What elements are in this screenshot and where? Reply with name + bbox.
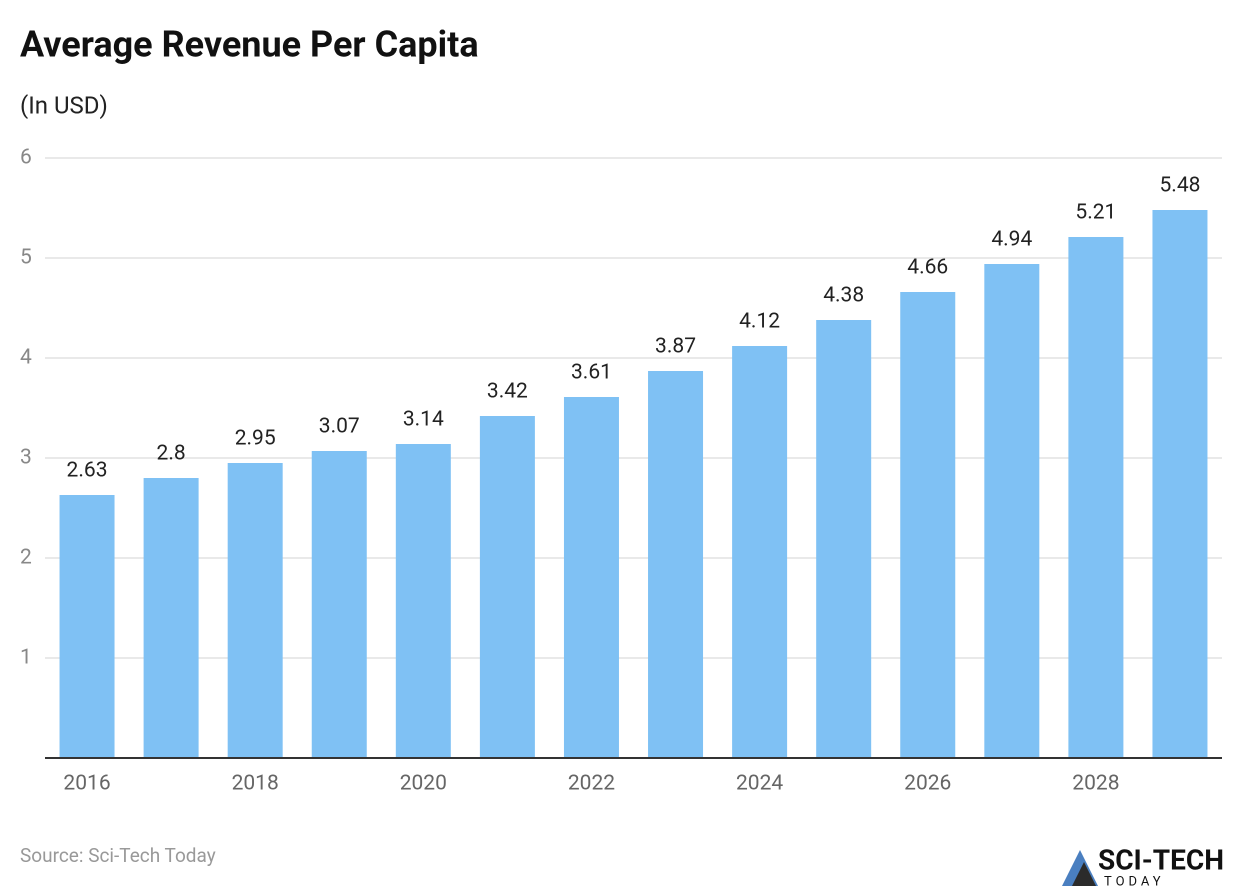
chart-title: Average Revenue Per Capita — [20, 24, 479, 66]
bar — [563, 397, 619, 758]
y-tick-label: 6 — [20, 146, 32, 170]
value-label: 5.21 — [1075, 201, 1116, 225]
x-tick-label: 2016 — [63, 772, 110, 796]
y-tick-label: 3 — [20, 446, 32, 470]
bar — [479, 416, 535, 758]
value-label: 4.94 — [991, 228, 1032, 252]
value-label: 2.95 — [235, 427, 276, 451]
value-label: 4.66 — [907, 256, 948, 280]
bar — [648, 371, 704, 758]
value-label: 3.61 — [571, 361, 612, 385]
bar — [900, 292, 956, 758]
value-label: 4.12 — [739, 310, 780, 334]
bar — [732, 346, 788, 758]
y-tick-label: 1 — [20, 646, 32, 670]
chart-subtitle: (In USD) — [20, 91, 108, 119]
y-tick-label: 5 — [20, 246, 32, 270]
value-label: 3.07 — [319, 415, 360, 439]
logo-text: SCI-TECH — [1098, 843, 1224, 876]
x-tick-label: 2028 — [1072, 772, 1119, 796]
bar — [143, 478, 199, 758]
value-label: 3.87 — [655, 335, 696, 359]
x-tick-label: 2020 — [400, 772, 447, 796]
logo-subtext: TODAY — [1104, 874, 1165, 889]
bar — [311, 451, 367, 758]
value-label: 5.48 — [1159, 174, 1200, 198]
x-tick-label: 2018 — [232, 772, 279, 796]
bar — [59, 495, 115, 758]
value-label: 2.8 — [157, 442, 186, 466]
logo-icon — [1062, 850, 1098, 886]
bar — [816, 320, 872, 758]
value-label: 3.42 — [487, 380, 528, 404]
bar — [984, 264, 1040, 758]
bar — [1068, 237, 1124, 758]
x-tick-label: 2026 — [904, 772, 951, 796]
value-label: 2.63 — [67, 459, 108, 483]
value-label: 4.38 — [823, 284, 864, 308]
x-tick-label: 2022 — [568, 772, 615, 796]
y-tick-label: 4 — [20, 346, 32, 370]
y-tick-label: 2 — [20, 546, 32, 570]
value-label: 3.14 — [403, 408, 444, 432]
bar — [395, 444, 451, 758]
x-tick-label: 2024 — [736, 772, 783, 796]
bar — [227, 463, 283, 758]
source: Source: Sci-Tech Today — [20, 844, 216, 867]
bar — [1152, 210, 1208, 758]
